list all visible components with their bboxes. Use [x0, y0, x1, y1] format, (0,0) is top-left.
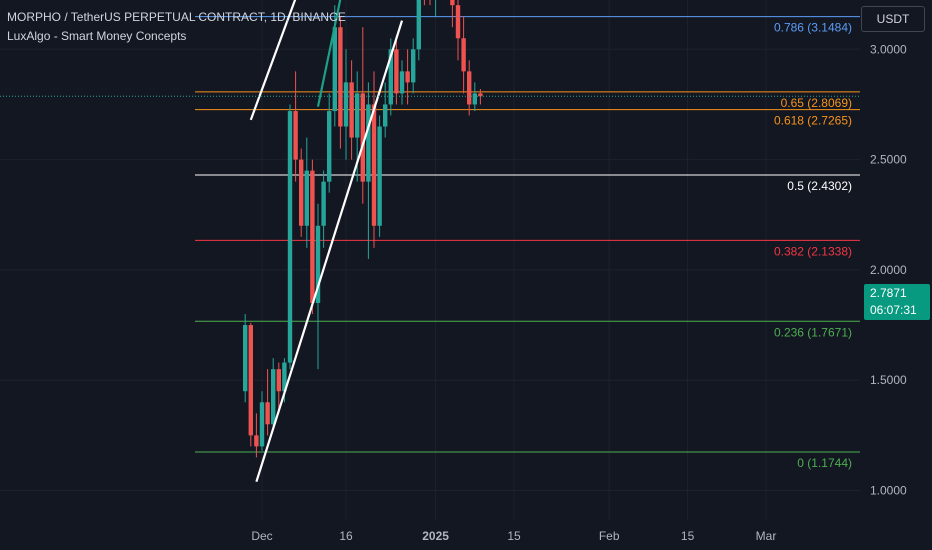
channel-line — [249, 0, 297, 121]
candle-down — [450, 0, 455, 6]
candle-down — [371, 104, 377, 226]
time-tick-label: 2025 — [422, 529, 449, 543]
candle-down — [276, 369, 281, 392]
candle-up — [366, 104, 371, 182]
candle-down — [338, 27, 343, 127]
candle-down — [478, 93, 483, 97]
candle-up — [243, 325, 248, 392]
fib-label-0.236: 0.236 (1.7671) — [774, 325, 852, 339]
price-tick-label: 1.5000 — [870, 373, 907, 387]
candle-down — [461, 38, 466, 72]
candle-up — [377, 126, 382, 226]
candle-up — [271, 369, 276, 425]
candle-down — [254, 435, 259, 447]
time-tick-label: 16 — [339, 529, 353, 543]
fib-label-0.382: 0.382 (2.1338) — [774, 244, 852, 258]
candle-up — [287, 111, 293, 363]
indicator-name[interactable]: LuxAlgo - Smart Money Concepts — [7, 29, 187, 43]
fibonacci-levels: 1.618 (5.2380)1 (3.6859)0.886 (3.3996)0.… — [195, 16, 860, 470]
candle-down — [265, 402, 270, 425]
time-tick-label: Mar — [756, 529, 777, 543]
fib-label-0.65: 0.65 (2.8069) — [781, 96, 852, 110]
candle-down — [293, 111, 298, 160]
candle-down — [360, 93, 365, 182]
channel-line — [255, 20, 404, 483]
price-tick-label: 3.0000 — [870, 42, 907, 56]
fib-label-0.786: 0.786 (3.1484) — [774, 21, 852, 35]
candle-down — [467, 71, 472, 105]
fib-label-0: 0 (1.1744) — [797, 456, 852, 470]
candle-up — [332, 27, 337, 112]
currency-button[interactable]: USDT — [861, 6, 925, 32]
candle-up — [259, 402, 265, 447]
candle-up — [411, 49, 416, 83]
grid — [0, 0, 860, 520]
candle-up — [327, 111, 332, 182]
candle-up — [315, 225, 321, 303]
candle-down — [349, 82, 354, 138]
time-tick-label: Dec — [251, 529, 272, 543]
candle-up — [416, 0, 421, 50]
candle-up — [472, 93, 477, 105]
candle-down — [299, 159, 304, 226]
drawings — [0, 0, 860, 483]
candle-up — [355, 93, 360, 138]
time-tick-label: Feb — [599, 529, 620, 543]
time-tick-label: 15 — [681, 529, 695, 543]
price-axis[interactable]: 1.00001.50002.00002.50003.00003.50004.00… — [870, 0, 907, 498]
fib-label-0.5: 0.5 (2.4302) — [787, 179, 852, 193]
time-axis[interactable]: Dec 16 2025 15 Feb 15 Mar — [251, 529, 776, 543]
time-tick-label: 15 — [507, 529, 521, 543]
price-tick-label: 2.0000 — [870, 263, 907, 277]
last-price: 2.7871 — [870, 286, 907, 300]
price-tick-label: 2.5000 — [870, 153, 907, 167]
candle-down — [248, 325, 253, 436]
candle-up — [388, 49, 393, 105]
candle-countdown: 06:07:31 — [870, 303, 917, 317]
price-tick-label: 1.0000 — [870, 484, 907, 498]
fib-label-0.618: 0.618 (2.7265) — [774, 114, 852, 128]
candle-up — [282, 362, 287, 392]
candle-down — [405, 71, 410, 83]
candle-up — [321, 181, 326, 226]
candle-up — [343, 82, 349, 127]
candle-down — [455, 5, 461, 39]
chart-title: MORPHO / TetherUS PERPETUAL CONTRACT, 1D… — [7, 10, 346, 24]
candles — [243, 0, 483, 458]
candle-down — [310, 170, 315, 303]
last-price-badge: 2.7871 06:07:31 — [864, 284, 930, 320]
candle-up — [399, 71, 405, 94]
candle-down — [394, 49, 399, 94]
candle-up — [304, 170, 309, 226]
candle-up — [383, 104, 388, 127]
